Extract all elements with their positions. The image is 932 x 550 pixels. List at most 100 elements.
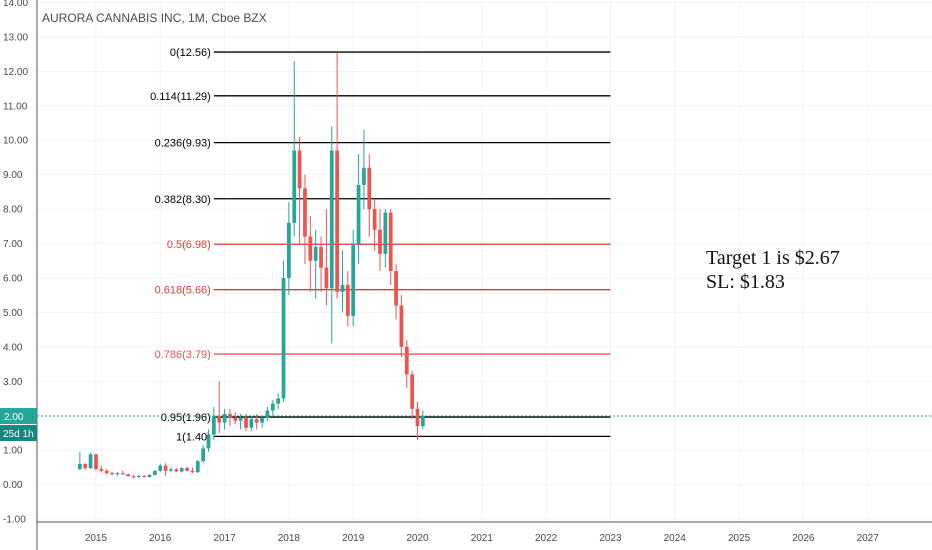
x-tick-label: 2026	[792, 533, 815, 544]
candle-body	[185, 468, 189, 471]
candle-body	[394, 271, 398, 306]
fib-level-label: 0.382(8.30)	[155, 194, 211, 206]
fib-level-label: 0.114(11.29)	[150, 91, 211, 103]
candle-body	[217, 415, 222, 423]
candle-body	[163, 465, 168, 471]
fib-level-label: 0(12.56)	[170, 47, 211, 59]
candle-body	[169, 469, 173, 471]
y-tick-label: 1.00	[3, 446, 23, 457]
x-tick-label: 2015	[85, 533, 108, 544]
fib-level-label: 1(1.40)	[176, 431, 211, 443]
candle-body	[308, 236, 313, 261]
candle-body	[356, 184, 361, 244]
candle-body	[99, 469, 104, 471]
candle-body	[335, 150, 339, 292]
candle-body	[158, 465, 163, 471]
fib-level-label: 0.236(9.93)	[155, 138, 211, 150]
x-tick-label: 2025	[728, 533, 751, 544]
x-tick-label: 2018	[278, 533, 301, 544]
candle-body	[190, 470, 195, 473]
x-tick-label: 2022	[535, 533, 558, 544]
candle-body	[265, 410, 270, 418]
countdown-label: 25d 1h	[3, 429, 34, 440]
candle-body	[319, 246, 323, 268]
y-tick-label: 8.00	[3, 205, 23, 216]
fib-level-label: 0.786(3.79)	[155, 349, 211, 361]
x-tick-label: 2021	[471, 533, 494, 544]
candle-body	[104, 470, 109, 474]
candle-body	[174, 469, 179, 472]
candle-body	[329, 150, 334, 289]
countdown-badge	[0, 425, 37, 442]
stoploss-text: SL: $1.83	[706, 271, 785, 293]
candle-body	[136, 475, 141, 477]
fib-level-label: 0.618(5.66)	[155, 285, 211, 297]
candle-body	[260, 417, 264, 423]
last-price-label: 2.00	[4, 412, 24, 423]
candle-body	[179, 468, 184, 472]
candle-body	[420, 416, 425, 427]
candle-body	[410, 374, 415, 409]
candle-body	[313, 246, 318, 261]
x-tick-label: 2017	[213, 533, 236, 544]
candle-body	[351, 243, 356, 316]
y-tick-label: 10.00	[3, 136, 28, 147]
candle-body	[110, 473, 114, 475]
trade-annotation[interactable]: Target 1 is $2.67 SL: $1.83	[706, 246, 840, 294]
y-tick-label: 3.00	[3, 377, 23, 388]
candle-body	[195, 461, 200, 473]
y-tick-label: 6.00	[3, 273, 23, 284]
y-tick-label: 5.00	[3, 308, 23, 319]
x-tick-label: 2027	[857, 533, 880, 544]
x-tick-label: 2024	[664, 533, 687, 544]
candle-body	[77, 463, 82, 470]
candle-body	[126, 474, 130, 476]
candle-body	[120, 473, 125, 475]
candle-body	[276, 398, 281, 404]
candle-body	[340, 284, 345, 292]
target-text: Target 1 is $2.67	[706, 247, 840, 269]
candle-body	[345, 284, 350, 316]
candle-body	[249, 419, 254, 428]
candle-body	[147, 474, 152, 477]
y-tick-label: 13.00	[3, 32, 28, 43]
candle-body	[153, 470, 157, 475]
candle-body	[88, 454, 93, 469]
candle-body	[206, 434, 211, 449]
candle-body	[233, 417, 238, 421]
candle-body	[94, 454, 98, 470]
candle-body	[281, 277, 286, 399]
candle-body	[292, 150, 297, 223]
x-tick-label: 2016	[149, 533, 172, 544]
candle-body	[244, 417, 248, 428]
candle-body	[254, 419, 259, 423]
candle-body	[372, 209, 377, 230]
candle-body	[404, 346, 409, 375]
y-tick-label: 4.00	[3, 342, 23, 353]
last-price-badge	[0, 408, 37, 425]
candles	[77, 52, 425, 479]
candle-body	[297, 150, 302, 189]
candle-body	[287, 222, 291, 278]
candle-body	[415, 408, 420, 427]
x-tick-label: 2019	[342, 533, 365, 544]
fibonacci-retracement[interactable]: 0(12.56) 0.114(11.29) 0.236(9.93) 0.382(8.3…	[150, 47, 611, 443]
candle-body	[362, 167, 366, 185]
candle-body	[222, 413, 227, 423]
candle-body	[201, 448, 206, 462]
y-tick-label: 7.00	[3, 239, 23, 250]
y-tick-label: 9.00	[3, 170, 23, 181]
x-tick-label: 2023	[599, 533, 622, 544]
candle-body	[399, 305, 404, 347]
candle-body	[367, 167, 372, 210]
candle-body	[303, 188, 307, 237]
y-tick-label: -1.00	[3, 515, 26, 526]
fib-level-label: 0.95(1.96)	[161, 412, 211, 424]
candle-body	[131, 475, 136, 477]
y-tick-label: 14.00	[3, 0, 28, 9]
candle-body	[115, 473, 120, 475]
candle-body	[383, 212, 388, 254]
candle-body	[388, 212, 393, 272]
